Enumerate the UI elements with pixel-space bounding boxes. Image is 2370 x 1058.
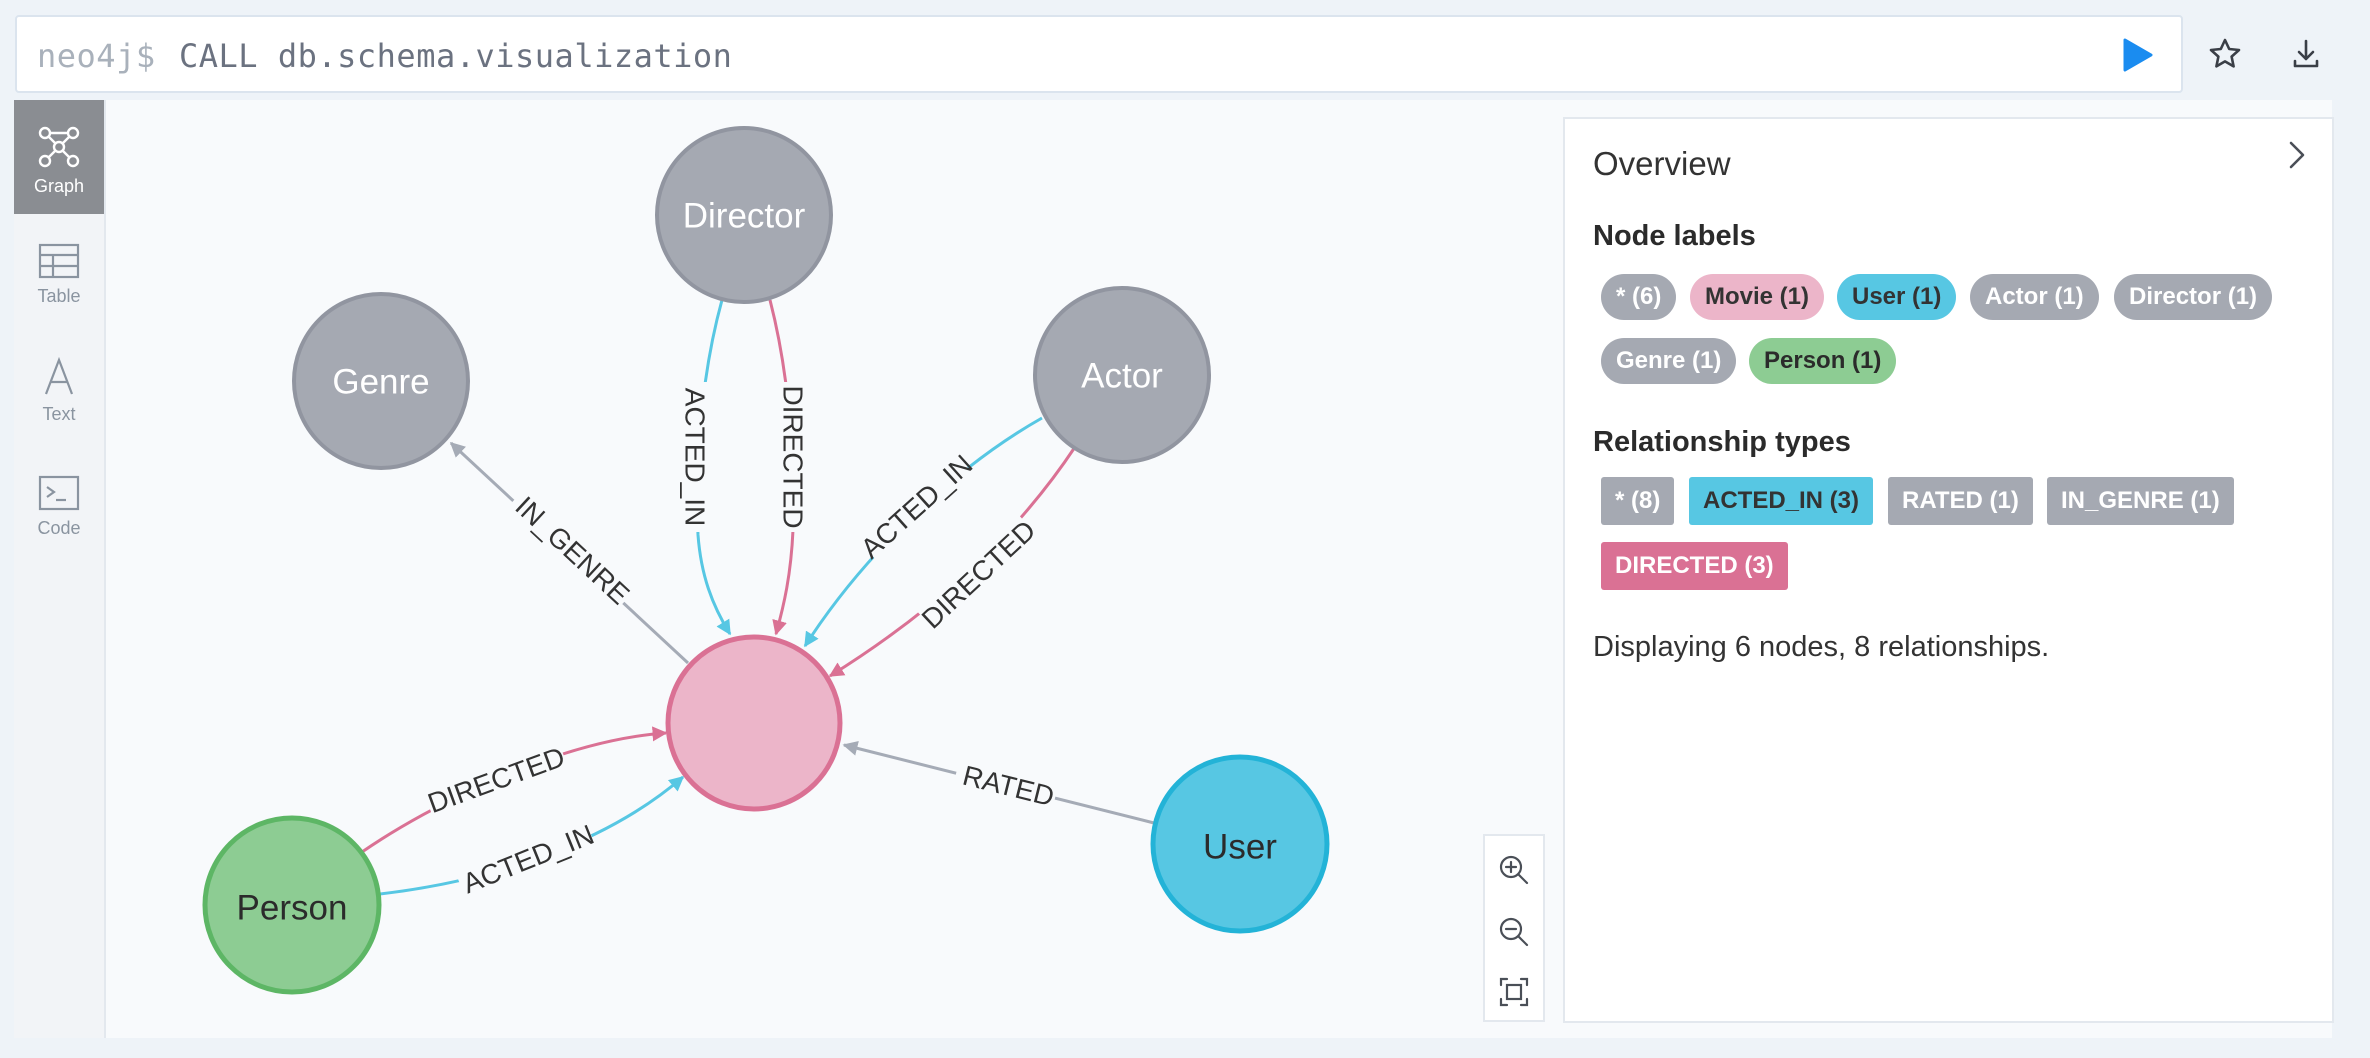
overview-panel: Overview Node labels * (6) Movie (1) Use… [1563,117,2334,1023]
relationship-type-all[interactable]: * (8) [1601,477,1675,525]
relationship-type-directed[interactable]: DIRECTED (3) [1601,542,1788,590]
query-editor[interactable]: neo4j$ CALL db.schema.visualization [15,15,2183,93]
overview-title: Overview [1593,145,1731,182]
node-label-genre[interactable]: Genre (1) [1601,338,1737,384]
node-label-user[interactable]: User (1) [1837,274,1957,320]
relationship-label: ACTED_IN [855,449,979,565]
node-movie[interactable] [665,634,843,812]
fit-icon[interactable] [1496,974,1532,1010]
relationship-user-rated[interactable]: RATED [842,741,1155,825]
code-icon [38,475,80,511]
relationship-type-rated[interactable]: RATED (1) [1888,477,2033,525]
query-input[interactable]: CALL db.schema.visualization [179,37,733,75]
sidebar-item-label: Graph [33,176,85,196]
sidebar-item-label: Code [37,518,81,538]
zoom-out-icon[interactable] [1496,914,1532,950]
node-actor[interactable]: Actor [1033,286,1211,464]
sidebar-item-text[interactable]: Text [14,332,104,446]
run-icon[interactable] [2117,35,2157,75]
sidebar-item-table[interactable]: Table [14,218,104,332]
node-label: User [1203,827,1277,866]
relationship-director-directed[interactable]: DIRECTED [768,299,810,636]
zoom-controls [1483,834,1545,1022]
node-label: Person [237,888,348,927]
relationship-type-in-genre[interactable]: IN_GENRE (1) [2047,477,2234,525]
relationship-type-acted-in[interactable]: ACTED_IN (3) [1689,477,1874,525]
sidebar-item-label: Text [42,404,76,424]
node-director[interactable]: Director [655,126,833,304]
relationship-label: DIRECTED [778,385,809,528]
node-labels-heading: Node labels [1593,220,1756,252]
node-label: Genre [332,362,429,401]
sidebar-item-graph[interactable]: Graph [14,100,104,214]
node-label: Actor [1081,356,1163,395]
node-label-all[interactable]: * (6) [1601,274,1677,320]
star-icon[interactable] [2205,34,2245,74]
download-icon[interactable] [2286,34,2326,74]
relationship-label: ACTED_IN [680,388,711,526]
table-icon [38,243,80,279]
sidebar-item-label: Table [37,286,81,306]
relationship-person-directed[interactable]: DIRECTED [361,726,668,854]
node-genre[interactable]: Genre [292,292,470,470]
relationship-types-heading: Relationship types [1593,426,1851,458]
query-prompt: neo4j$ [37,37,156,75]
node-label-movie[interactable]: Movie (1) [1690,274,1825,320]
node-user[interactable]: User [1150,754,1330,934]
node-person[interactable]: Person [202,815,382,995]
relationship-label: DIRECTED [916,514,1042,634]
node-label-director[interactable]: Director (1) [2114,274,2273,320]
sidebar-item-code[interactable]: Code [14,450,104,564]
view-sidebar: Graph Table Text Code [14,100,106,1038]
overview-summary: Displaying 6 nodes, 8 relationships. [1593,631,2050,663]
node-label: Director [683,196,806,235]
relationship-director-acted-in[interactable]: ACTED_IN [680,299,732,636]
zoom-in-icon[interactable] [1496,852,1532,888]
relationship-label: IN_GENRE [509,490,635,610]
node-label-person[interactable]: Person (1) [1749,338,1897,384]
node-label-actor[interactable]: Actor (1) [1970,274,2099,320]
relationship-movie-in-genre[interactable]: IN_GENRE [449,441,690,665]
chevron-right-icon[interactable] [2280,135,2314,175]
graph-icon [38,126,80,168]
text-icon [44,356,74,395]
